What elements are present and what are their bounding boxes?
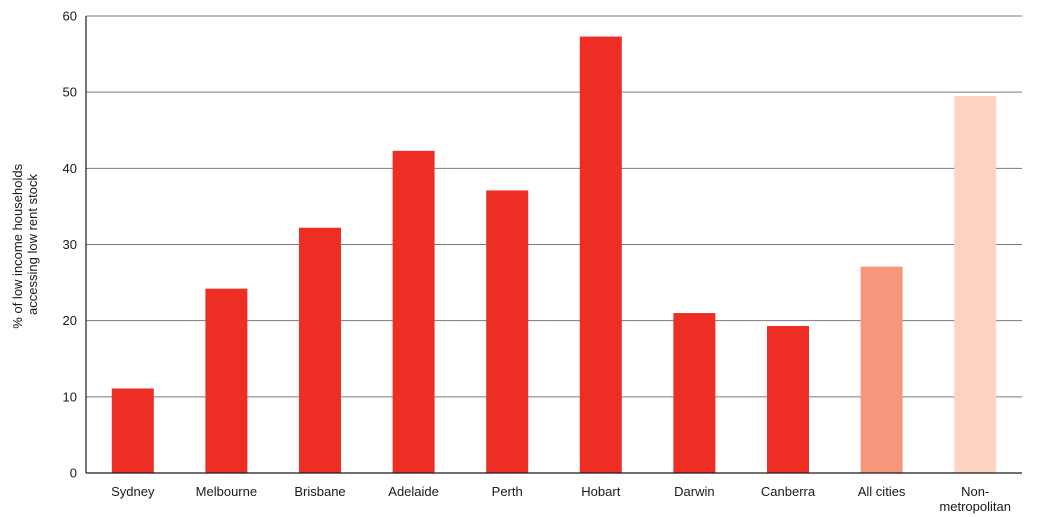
bar	[860, 266, 903, 473]
bar	[673, 313, 716, 473]
x-category-label: Perth	[492, 484, 523, 499]
x-category-label: Brisbane	[294, 484, 345, 499]
x-category-label-line: Melbourne	[196, 484, 257, 499]
x-category-label: Sydney	[111, 484, 155, 499]
bar	[299, 227, 341, 473]
x-category-label-line: Darwin	[674, 484, 714, 499]
x-category-label: All cities	[858, 484, 906, 499]
x-category-label: Melbourne	[196, 484, 257, 499]
x-category-label-line: Brisbane	[294, 484, 345, 499]
x-category-label: Non-metropolitan	[939, 484, 1011, 514]
y-axis-title-line-1: % of low income households	[10, 163, 25, 328]
x-category-label: Darwin	[674, 484, 714, 499]
x-category-label: Canberra	[761, 484, 816, 499]
y-tick-label: 50	[63, 85, 77, 100]
bar	[205, 288, 248, 473]
y-axis-title-line-2: accessing low rent stock	[25, 174, 40, 315]
x-category-labels: Sydney Melbourne Brisbane Adelaide Perth Hoba…	[111, 484, 1011, 514]
x-category-label-line: All cities	[858, 484, 906, 499]
bar	[954, 95, 997, 473]
axes	[85, 16, 1022, 474]
y-tick-label: 0	[70, 466, 77, 481]
bar	[392, 150, 435, 473]
y-tick-label: 20	[63, 313, 77, 328]
x-category-label-line: Adelaide	[388, 484, 439, 499]
x-category-label-line: Non-	[961, 484, 989, 499]
y-tick-labels: 0 10 20 30 40 50 60	[63, 9, 77, 481]
x-category-label-line: Hobart	[581, 484, 620, 499]
x-category-label-line: Perth	[492, 484, 523, 499]
x-category-label: Hobart	[581, 484, 620, 499]
bar	[767, 325, 809, 473]
y-axis-title: % of low income households accessing low…	[10, 160, 40, 328]
bars	[111, 36, 997, 473]
x-category-label: Adelaide	[388, 484, 439, 499]
bar	[579, 36, 622, 473]
y-tick-label: 10	[63, 389, 77, 404]
bar	[486, 190, 529, 473]
bar	[111, 388, 154, 473]
x-category-label-line: Sydney	[111, 484, 155, 499]
x-category-label-line: metropolitan	[939, 499, 1011, 514]
y-tick-label: 30	[63, 237, 77, 252]
y-tick-label: 60	[63, 9, 77, 24]
y-tick-label: 40	[63, 161, 77, 176]
x-category-label-line: Canberra	[761, 484, 816, 499]
